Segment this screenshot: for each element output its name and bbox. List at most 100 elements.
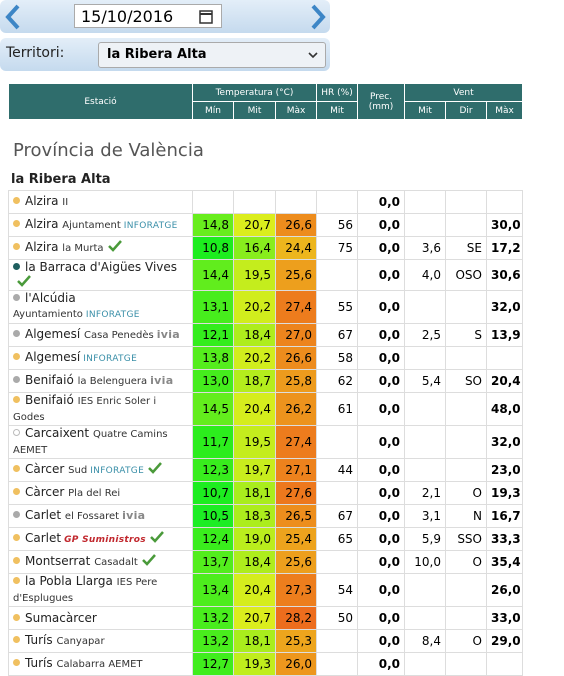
station-cell: Càrcer Pla del Rei [8, 481, 193, 505]
station-cell: Sumacàrcer [8, 606, 193, 630]
value-cell [316, 652, 358, 676]
status-dot [13, 396, 20, 403]
station-cell: la Barraca d'Aigües Vives [8, 259, 193, 291]
station-detail: Ayuntamiento [13, 309, 83, 320]
value-cell: 25,6 [275, 550, 317, 574]
value-cell: 62 [316, 369, 358, 393]
value-cell: 12,4 [192, 527, 234, 551]
territory-bar: Territori: la Ribera Alta [0, 38, 330, 71]
value-cell: 10,8 [192, 236, 234, 260]
value-cell: 0,0 [357, 527, 405, 551]
value-cell: 20,7 [233, 606, 276, 630]
station-name: Alzira [25, 240, 59, 254]
station-row: Turís Calabarra AEMET 12,7 19,3 26,0 0,0 [8, 652, 523, 676]
station-row: Carlet GP Suministros 12,4 19,0 25,4 65 0,0 5,9… [8, 527, 523, 551]
value-cell: 32,0 [486, 425, 523, 459]
value-cell [445, 290, 487, 324]
header-sub: Mín [192, 101, 234, 120]
station-detail: Canyapar [56, 636, 105, 647]
date: 15/10/2016 [81, 7, 174, 26]
value-cell: 18,4 [233, 323, 276, 347]
value-cell: 0,0 [357, 458, 405, 482]
station-row: Benifaió IES Enric Soler i Godes 14,5 20,4… [8, 392, 523, 426]
value-cell: O [445, 550, 487, 574]
station-cell: Turís Calabarra AEMET [8, 652, 193, 676]
station-row: Càrcer Pla del Rei 10,7 18,1 27,6 0,0 2,1 O 19,… [8, 481, 523, 505]
value-cell: 26,6 [275, 213, 317, 237]
station-detail: Casa Penedès [84, 330, 154, 341]
value-cell: 0,0 [357, 606, 405, 630]
station-name: Càrcer [25, 461, 65, 476]
value-cell: 5,9 [404, 527, 446, 551]
station-detail: el Fossaret [64, 511, 120, 522]
value-cell: 0,0 [357, 425, 405, 459]
value-cell: 19,3 [233, 652, 276, 676]
value-cell: 19,5 [233, 259, 276, 291]
value-cell: SO [445, 369, 487, 393]
value-cell [316, 425, 358, 459]
station-row: Algemesí INFORATGE 13,8 20,2 26,6 58 0,0 [8, 346, 523, 370]
station-cell: Turís Canyapar [8, 629, 193, 653]
station-cell: l'Alcúdia Ayuntamiento INFORATGE [8, 290, 193, 324]
status-dot [13, 533, 20, 541]
calendar-icon[interactable] [199, 9, 213, 24]
header-group: Vent [404, 83, 524, 102]
station-name: Càrcer [25, 485, 65, 499]
header-sub: Màx [486, 101, 524, 120]
value-cell: 12,1 [192, 323, 234, 347]
value-cell [192, 190, 234, 214]
next-day[interactable] [309, 4, 327, 30]
value-cell: 33,0 [486, 606, 523, 630]
value-cell: 0,0 [357, 504, 405, 528]
territory-select[interactable]: la Ribera Alta [98, 42, 326, 68]
value-cell: 2,5 [404, 323, 446, 347]
status-dot [13, 243, 20, 250]
station-detail: II [62, 197, 69, 208]
station-cell: Carcaixent Quatre Camins AEMET [8, 425, 193, 459]
value-cell: 0,0 [357, 323, 405, 347]
value-cell: 20,2 [233, 290, 276, 324]
station-name: Algemesí [25, 349, 81, 364]
value-cell: 0,0 [357, 629, 405, 653]
date-bar: 15/10/2016 [0, 0, 330, 33]
value-cell: 30,0 [486, 213, 523, 237]
header-sub: Dir [445, 101, 488, 120]
date-input[interactable]: 15/10/2016 [74, 4, 222, 28]
station-brand: INFORATGE [90, 465, 145, 476]
value-cell: 18,3 [233, 504, 276, 528]
station-brand: ivia [150, 374, 174, 387]
value-cell: SE [445, 236, 487, 260]
value-cell: 29,0 [486, 629, 523, 653]
value-cell: 18,4 [233, 550, 276, 574]
status-dot [13, 613, 20, 621]
value-cell: 48,0 [486, 392, 523, 426]
value-cell: 26,5 [275, 504, 317, 528]
station-row: Alzira Ajuntament INFORATGE 14,8 20,7 26,6 56… [8, 213, 523, 237]
station-name: Alzira [25, 216, 59, 231]
value-cell: 26,6 [275, 346, 317, 370]
value-cell: 10,0 [404, 550, 446, 574]
status-dot [13, 488, 20, 495]
station-name: Benifaió [25, 393, 74, 408]
station-cell: Alzira II [8, 190, 193, 214]
header-subrow: Mín Mit Màx Mit Mit Dir Màx [9, 101, 524, 120]
station-cell: Montserrat Casadalt [8, 550, 193, 574]
station-detail: IES Enric Soler i Godes [13, 396, 157, 423]
value-cell: 3,1 [404, 504, 446, 528]
value-cell: 20,4 [233, 392, 276, 426]
value-cell: 67 [316, 504, 358, 528]
value-cell: 19,7 [233, 458, 276, 482]
station-row: Alzira II 0,0 [8, 190, 523, 214]
prev-day[interactable] [4, 4, 22, 30]
header-sub: Mit [233, 101, 276, 120]
value-cell: 67 [316, 323, 358, 347]
value-cell: 44 [316, 458, 358, 482]
station-cell: Benifaió la Belenguera ivia [8, 369, 193, 393]
value-cell: 35,4 [486, 550, 523, 574]
value-cell: 0,0 [357, 550, 405, 574]
value-cell: 0,0 [357, 481, 405, 505]
value-cell: N [445, 504, 487, 528]
value-cell: 17,2 [486, 236, 523, 260]
value-cell: 4,0 [404, 259, 446, 291]
value-cell: OSO [445, 259, 487, 291]
